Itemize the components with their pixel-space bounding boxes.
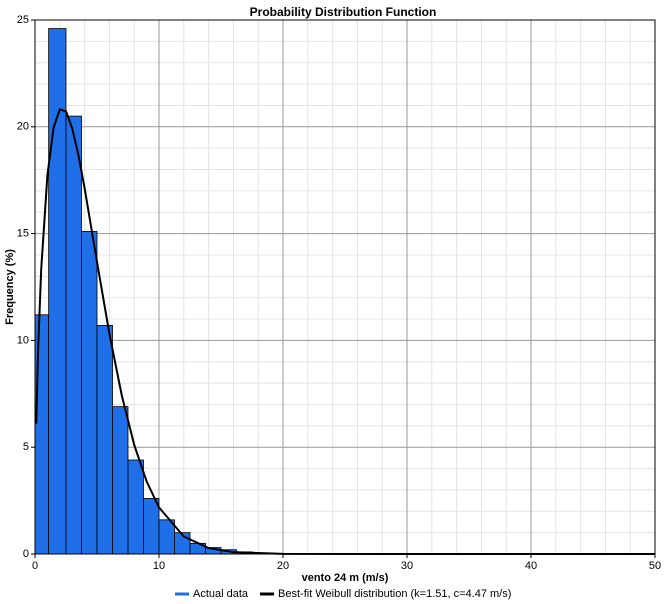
histogram-bar xyxy=(96,325,113,555)
x-tick-label: 50 xyxy=(649,560,661,572)
histogram-bar xyxy=(127,459,144,555)
y-tick-label: 15 xyxy=(17,228,29,240)
histogram-bar xyxy=(81,231,98,555)
y-tick-label: 0 xyxy=(23,548,29,560)
y-tick-label: 10 xyxy=(17,334,29,346)
x-tick-label: 0 xyxy=(32,560,38,572)
histogram-bar xyxy=(34,314,50,555)
x-tick-label: 30 xyxy=(401,560,413,572)
y-tick-label: 25 xyxy=(17,14,29,26)
fit-curve xyxy=(35,108,655,555)
y-axis-label: Frequency (%) xyxy=(4,249,16,325)
histogram-bar xyxy=(158,519,175,555)
histogram-bar xyxy=(65,115,82,555)
x-tick-label: 40 xyxy=(525,560,537,572)
histogram-bar xyxy=(48,28,67,555)
histogram-bar xyxy=(143,498,160,555)
y-tick-label: 20 xyxy=(17,121,29,133)
legend-label: Best-fit Weibull distribution (k=1.51, c… xyxy=(278,588,511,600)
y-tick-label: 5 xyxy=(23,441,29,453)
plot-frame xyxy=(34,19,656,555)
legend-label: Actual data xyxy=(193,588,249,600)
x-tick-label: 10 xyxy=(153,560,165,572)
histogram-bar xyxy=(112,406,129,555)
chart-title: Probability Distribution Function xyxy=(250,5,437,19)
x-tick-label: 20 xyxy=(277,560,289,572)
x-axis-label: vento 24 m (m/s) xyxy=(302,572,389,584)
